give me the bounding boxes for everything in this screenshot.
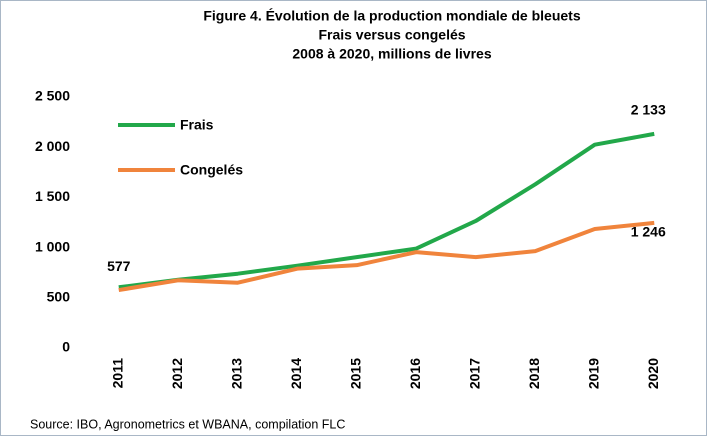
y-tick-label: 2 000: [35, 138, 70, 154]
data-label: 577: [107, 258, 131, 274]
series-line: [118, 220, 655, 293]
legend-label: Congelés: [180, 162, 243, 178]
source: Source: IBO, Agronometrics et WBANA, com…: [30, 417, 345, 431]
x-tick-label: 2013: [228, 358, 244, 389]
series-line: [118, 131, 655, 290]
x-tick-label: 2014: [288, 358, 304, 389]
x-tick-label: 2015: [347, 358, 363, 389]
legend-label: Frais: [180, 117, 214, 133]
y-tick-label: 500: [47, 289, 71, 305]
data-label: 1 246: [631, 224, 666, 240]
x-tick-label: 2018: [526, 358, 542, 389]
chart-title: Frais versus congelés: [318, 27, 465, 43]
y-tick-label: 0: [62, 339, 70, 355]
x-tick-label: 2012: [169, 358, 185, 389]
x-tick-label: 2016: [407, 358, 423, 389]
data-label: 2 133: [631, 102, 666, 118]
chart-title: Figure 4. Évolution de la production mon…: [203, 8, 580, 24]
y-tick-label: 2 500: [35, 88, 70, 104]
x-tick-label: 2017: [466, 358, 482, 389]
x-tick-label: 2019: [585, 358, 601, 389]
y-tick-label: 1 500: [35, 188, 70, 204]
y-tick-label: 1 000: [35, 238, 70, 254]
x-tick-label: 2020: [645, 358, 661, 389]
chart-title: 2008 à 2020, millions de livres: [292, 46, 491, 62]
x-tick-label: 2011: [109, 358, 125, 389]
